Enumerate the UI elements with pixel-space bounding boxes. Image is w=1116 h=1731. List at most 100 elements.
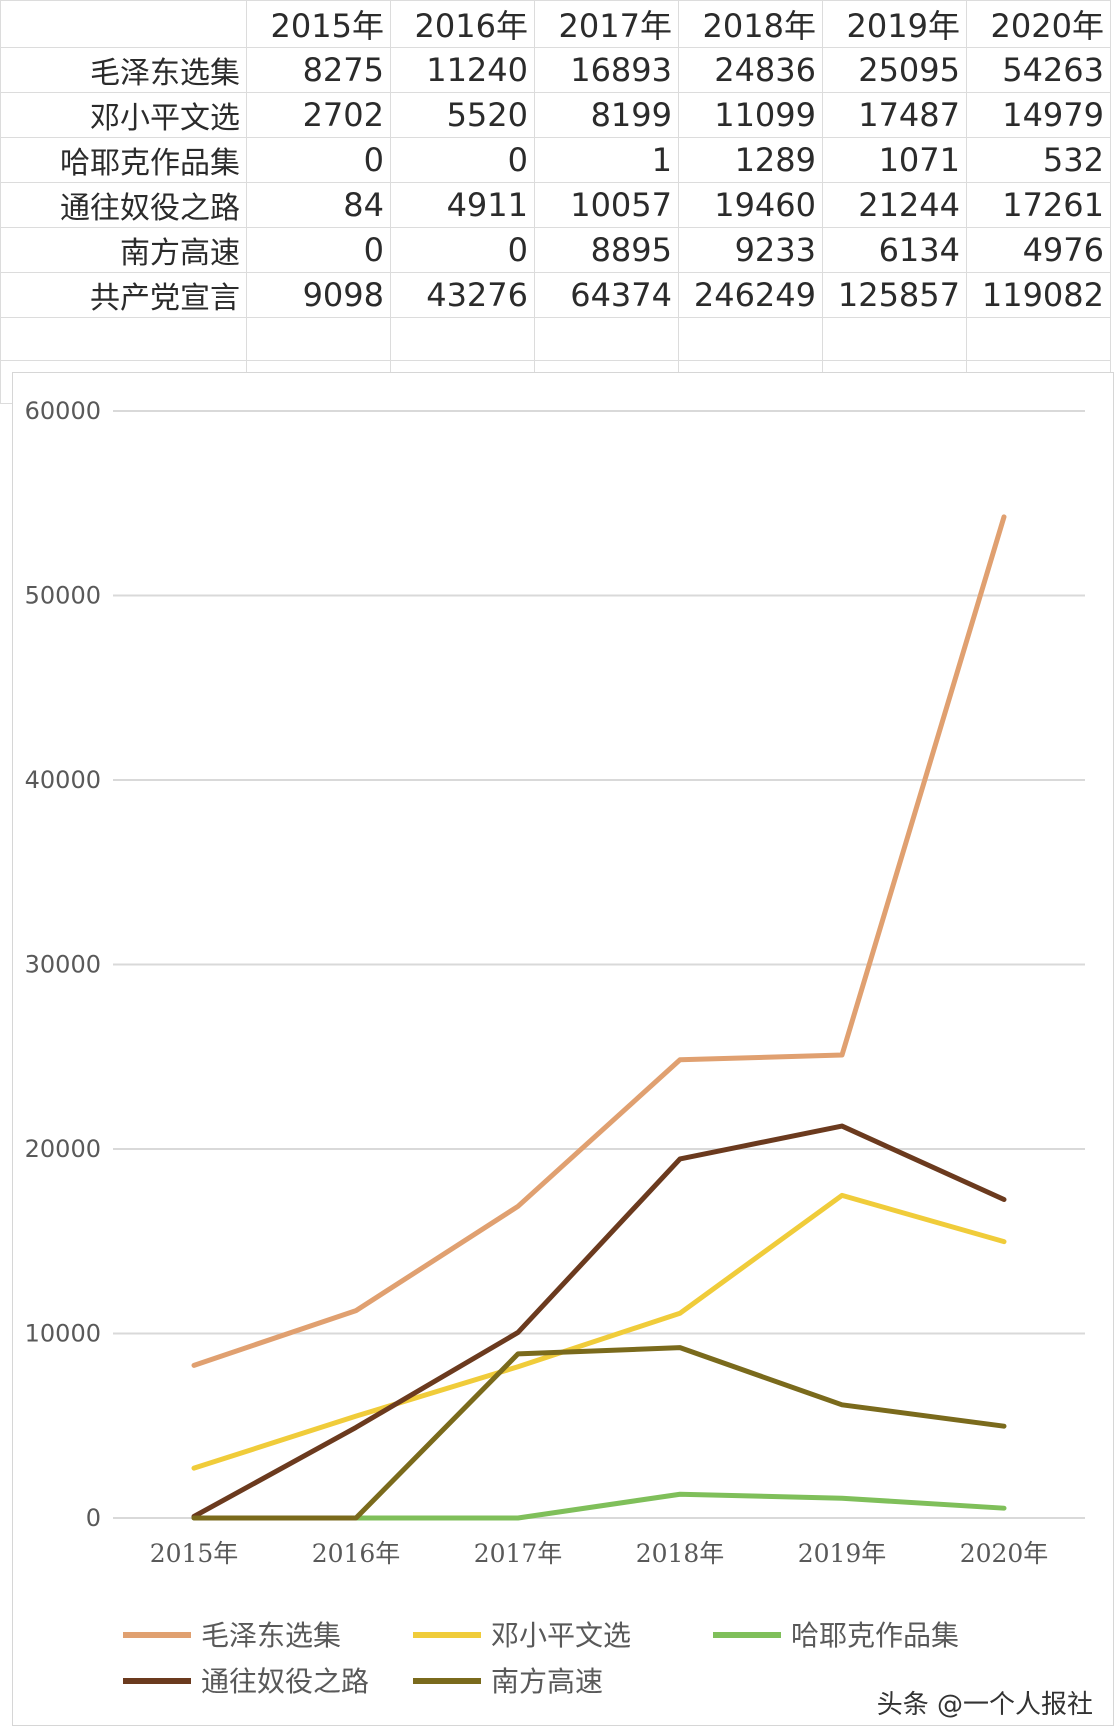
table-row: 毛泽东选集 8275 11240 16893 24836 25095 54263 <box>0 47 1111 93</box>
table-cell: 5520 <box>390 92 535 138</box>
legend-item: 通往奴役之路 <box>123 1665 369 1698</box>
table-cell: 11240 <box>390 47 535 93</box>
table-row-label: 毛泽东选集 <box>0 47 247 93</box>
y-tick-label: 0 <box>86 1504 101 1532</box>
table-cell: 1 <box>534 137 679 183</box>
x-tick-label: 2017年 <box>474 1539 563 1568</box>
table-empty-cell <box>0 317 247 361</box>
table-cell: 0 <box>246 137 391 183</box>
table-cell: 21244 <box>822 182 967 228</box>
table-cell: 24836 <box>678 47 823 93</box>
table-header-cell: 2015年 <box>246 0 391 48</box>
y-tick-label: 10000 <box>25 1320 101 1348</box>
table-cell: 25095 <box>822 47 967 93</box>
table-cell: 43276 <box>390 272 535 318</box>
table-cell: 0 <box>246 227 391 273</box>
table-cell: 17487 <box>822 92 967 138</box>
table-header-cell: 2020年 <box>966 0 1111 48</box>
y-tick-label: 20000 <box>25 1135 101 1163</box>
table-header-cell: 2019年 <box>822 0 967 48</box>
series-line <box>191 1345 1007 1521</box>
table-cell: 8895 <box>534 227 679 273</box>
table-header-cell: 2017年 <box>534 0 679 48</box>
series-layer <box>191 514 1007 1521</box>
table-empty-cell <box>534 317 679 361</box>
spreadsheet-table: 2015年 2016年 2017年 2018年 2019年 2020年 毛泽东选集 8275 1… <box>0 0 1116 404</box>
table-row: 共产党宣言 9098 43276 64374 246249 125857 119082 <box>0 272 1111 318</box>
legend-item: 毛泽东选集 <box>123 1619 341 1652</box>
legend-label: 邓小平文选 <box>491 1619 631 1652</box>
table-cell: 4976 <box>966 227 1111 273</box>
table-cell: 8199 <box>534 92 679 138</box>
x-tick-label: 2020年 <box>960 1539 1049 1568</box>
table-empty-cell <box>822 317 967 361</box>
x-tick-label: 2016年 <box>312 1539 401 1568</box>
table-row-label: 通往奴役之路 <box>0 182 247 228</box>
table-row: 南方高速 0 0 8895 9233 6134 4976 <box>0 227 1111 273</box>
table-cell: 2702 <box>246 92 391 138</box>
table-cell: 10057 <box>534 182 679 228</box>
table-cell: 16893 <box>534 47 679 93</box>
table-cell: 1071 <box>822 137 967 183</box>
x-tick-label: 2019年 <box>798 1539 887 1568</box>
table-cell: 119082 <box>966 272 1111 318</box>
table-cell: 9098 <box>246 272 391 318</box>
x-axis-ticks: 2015年 2016年 2017年 2018年 2019年 2020年 <box>150 1539 1049 1568</box>
table-empty-cell <box>678 317 823 361</box>
legend-item: 哈耶克作品集 <box>713 1619 959 1652</box>
table-empty-row <box>0 317 1111 361</box>
y-tick-label: 60000 <box>25 397 101 425</box>
y-tick-label: 40000 <box>25 766 101 794</box>
table-cell: 246249 <box>678 272 823 318</box>
table-cell: 0 <box>390 137 535 183</box>
table-row-label: 哈耶克作品集 <box>0 137 247 183</box>
table-header-cell <box>0 0 247 48</box>
table-empty-cell <box>966 317 1111 361</box>
table-cell: 9233 <box>678 227 823 273</box>
table-cell: 14979 <box>966 92 1111 138</box>
table-cell: 125857 <box>822 272 967 318</box>
legend-item: 南方高速 <box>413 1665 603 1698</box>
table-row: 哈耶克作品集 0 0 1 1289 1071 532 <box>0 137 1111 183</box>
series-line <box>191 1192 1007 1471</box>
table-cell: 64374 <box>534 272 679 318</box>
table-row-label: 邓小平文选 <box>0 92 247 138</box>
table-row: 邓小平文选 2702 5520 8199 11099 17487 14979 <box>0 92 1111 138</box>
table-cell: 54263 <box>966 47 1111 93</box>
table-row-label: 南方高速 <box>0 227 247 273</box>
y-axis-ticks: 0 10000 20000 30000 40000 50000 60000 <box>25 397 101 1532</box>
series-line <box>191 1491 1007 1521</box>
series-line <box>191 514 1007 1368</box>
legend-label: 哈耶克作品集 <box>791 1619 959 1652</box>
data-table: 2015年 2016年 2017年 2018年 2019年 2020年 毛泽东选集 8275 1… <box>0 0 1111 404</box>
table-empty-cell <box>246 317 391 361</box>
table-cell: 0 <box>390 227 535 273</box>
y-tick-label: 50000 <box>25 582 101 610</box>
table-cell: 532 <box>966 137 1111 183</box>
legend-label: 通往奴役之路 <box>201 1665 369 1698</box>
table-cell: 1289 <box>678 137 823 183</box>
table-header-row: 2015年 2016年 2017年 2018年 2019年 2020年 <box>0 0 1111 48</box>
legend-item: 邓小平文选 <box>413 1619 631 1652</box>
y-tick-label: 30000 <box>25 951 101 979</box>
table-cell: 19460 <box>678 182 823 228</box>
line-chart: 0 10000 20000 30000 40000 50000 60000 2015年 201… <box>12 372 1114 1726</box>
table-cell: 84 <box>246 182 391 228</box>
watermark-text: 头条 @一个人报社 <box>877 1690 1093 1720</box>
table-row-label: 共产党宣言 <box>0 272 247 318</box>
legend-label: 毛泽东选集 <box>201 1619 341 1652</box>
table-cell: 8275 <box>246 47 391 93</box>
table-empty-cell <box>390 317 535 361</box>
x-tick-label: 2018年 <box>636 1539 725 1568</box>
table-row: 通往奴役之路 84 4911 10057 19460 21244 17261 <box>0 182 1111 228</box>
table-cell: 17261 <box>966 182 1111 228</box>
series-line <box>191 1123 1007 1519</box>
table-cell: 4911 <box>390 182 535 228</box>
table-cell: 6134 <box>822 227 967 273</box>
table-header-cell: 2018年 <box>678 0 823 48</box>
table-header-cell: 2016年 <box>390 0 535 48</box>
legend-label: 南方高速 <box>491 1665 603 1698</box>
table-cell: 11099 <box>678 92 823 138</box>
